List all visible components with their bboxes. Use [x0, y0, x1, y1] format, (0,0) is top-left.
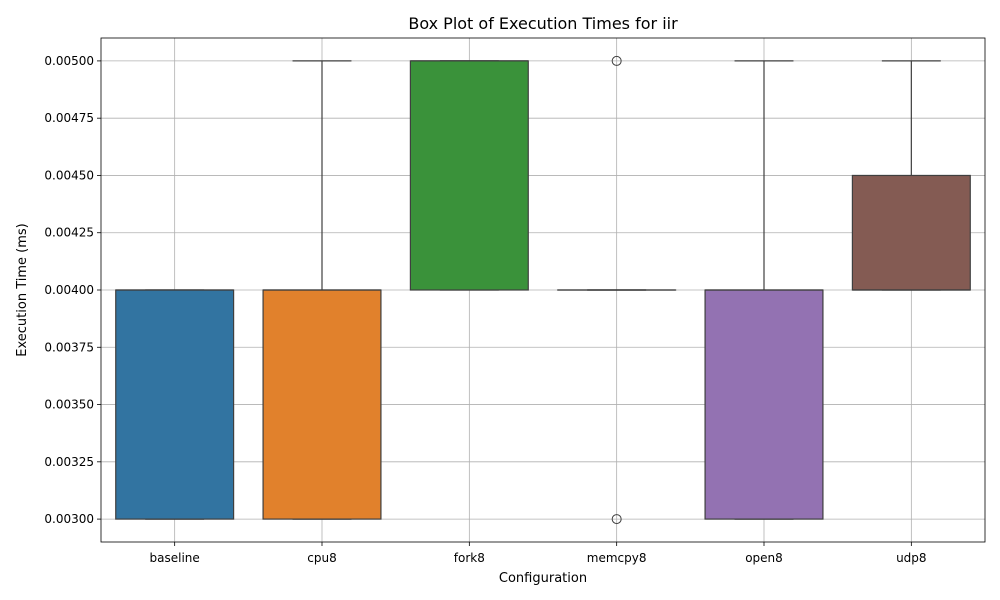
y-axis-label: Execution Time (ms): [15, 223, 30, 356]
box-memcpy8: [557, 55, 677, 525]
box-fork8: [409, 60, 529, 291]
box-udp8: [851, 60, 971, 291]
y-tick-label: 0.00400: [44, 283, 94, 297]
y-tick-label: 0.00300: [44, 512, 94, 526]
y-tick-label: 0.00450: [44, 168, 94, 182]
box-iqr: [262, 289, 382, 520]
outlier-point: [611, 55, 622, 66]
chart-title: Box Plot of Execution Times for iir: [408, 14, 678, 33]
box-iqr: [115, 289, 235, 520]
y-tick-label: 0.00325: [44, 455, 94, 469]
y-axis-ticks: 0.00300 0.00325 0.00350 0.00375 0.00400 0.004…: [44, 54, 101, 526]
y-tick-label: 0.00500: [44, 54, 94, 68]
box-iqr: [851, 174, 971, 291]
box-series: [115, 55, 971, 525]
outlier-point: [611, 514, 622, 525]
box-iqr: [409, 60, 529, 291]
y-tick-label: 0.00350: [44, 398, 94, 412]
x-tick-label: cpu8: [307, 551, 336, 565]
box-open8: [704, 60, 824, 520]
box-baseline: [115, 289, 235, 520]
y-tick-label: 0.00475: [44, 111, 94, 125]
x-tick-label: fork8: [454, 551, 485, 565]
box-cpu8: [262, 60, 382, 520]
y-tick-label: 0.00375: [44, 340, 94, 354]
x-tick-label: memcpy8: [587, 551, 647, 565]
x-axis-ticks: baseline cpu8 fork8 memcpy8 open8 udp8: [150, 542, 927, 565]
x-tick-label: baseline: [150, 551, 200, 565]
y-tick-label: 0.00425: [44, 226, 94, 240]
box-iqr: [704, 289, 824, 520]
y-gridlines: [101, 60, 985, 520]
x-tick-label: udp8: [896, 551, 926, 565]
x-tick-label: open8: [745, 551, 783, 565]
x-axis-label: Configuration: [499, 571, 587, 586]
